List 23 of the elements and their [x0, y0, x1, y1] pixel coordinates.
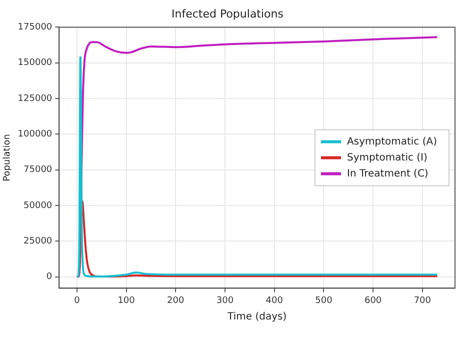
x-tick-label: 100: [118, 296, 136, 306]
x-tick-label: 0: [74, 296, 80, 306]
x-tick-label: 500: [315, 296, 333, 306]
x-axis-title: Time (days): [226, 312, 287, 323]
y-axis-title: Population: [2, 134, 13, 182]
chart-title: Infected Populations: [172, 7, 284, 20]
legend-label: In Treatment (C): [347, 168, 428, 180]
legend-label: Symptomatic (I): [347, 152, 428, 164]
x-tick-label: 400: [266, 296, 284, 306]
x-tick-label: 200: [167, 296, 184, 306]
y-tick-label: 25000: [24, 236, 52, 246]
y-tick-label: 125000: [18, 94, 52, 104]
y-tick-label: 75000: [24, 165, 52, 176]
x-tick-label: 300: [216, 296, 234, 306]
y-tick-label: 0: [46, 272, 52, 282]
y-tick-label: 100000: [18, 130, 52, 140]
y-tick-label: 150000: [18, 58, 52, 68]
y-tick-label: 50000: [24, 200, 52, 211]
line-series: [76, 200, 438, 278]
x-tick-label: 700: [414, 296, 432, 306]
x-tick-label: 600: [364, 296, 382, 306]
y-tick-label: 175000: [18, 22, 52, 33]
legend-label: Asymptomatic (A): [347, 136, 438, 148]
